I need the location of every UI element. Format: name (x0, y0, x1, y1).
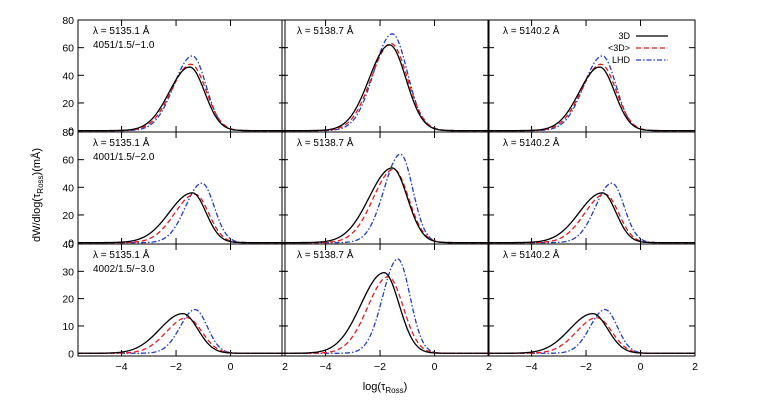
y-tick-label: 40 (62, 70, 74, 82)
panel-wavelength-label: λ = 5135.1 Å (93, 248, 150, 261)
x-tick-labels: −4 −2 0 2 −4 −2 0 2 −4 −2 0 2 (116, 361, 698, 373)
x-tick-label: 0 (638, 361, 644, 373)
curve-3d-avg (488, 193, 695, 244)
curve-3d (78, 66, 285, 132)
y-tick-label: 10 (62, 321, 74, 333)
x-tick-label: −4 (116, 361, 128, 373)
curve-3d (488, 192, 695, 244)
panel-r3-c3: λ = 5140.2 Å (487, 243, 696, 357)
panel-wavelength-label: λ = 5135.1 Å (93, 136, 150, 149)
curve-3d-avg (282, 168, 489, 244)
panel-r3-c1: λ = 5135.1 Å 4002/1.5/−3.0 (77, 243, 286, 357)
curve-lhd (78, 308, 285, 354)
y-tick-label: 0 (68, 238, 74, 250)
panel-r1-c2: λ = 5138.7 Å (281, 19, 490, 133)
panel-wavelength-label: λ = 5140.2 Å (503, 248, 560, 261)
curve-3d-avg (282, 276, 489, 354)
panel-model-label: 4051/1.5/−1.0 (93, 40, 155, 51)
curve-lhd (282, 33, 489, 132)
x-tick-label: −2 (374, 361, 386, 373)
y-tick-label: 60 (62, 43, 74, 55)
legend-label-lhd: LHD (612, 55, 631, 65)
panel-wavelength-label: λ = 5140.2 Å (503, 24, 560, 37)
curve-3d (282, 272, 489, 354)
panel-frame (487, 243, 696, 357)
curve-lhd (488, 308, 695, 354)
panel-wavelength-label: λ = 5140.2 Å (503, 136, 560, 149)
x-axis-title: log(τRoss) (363, 381, 408, 395)
panel-r3-c2: λ = 5138.7 Å (281, 243, 490, 357)
panel-r2-c1: λ = 5135.1 Å 4001/1.5/−2.0 (77, 131, 286, 245)
y-axis-title: dW/dlog(τRoss)(mÅ) (30, 148, 45, 242)
legend-label-3d-avg: <3D> (608, 43, 630, 53)
panel-model-label: 4002/1.5/−3.0 (93, 264, 155, 275)
curve-3d (488, 66, 695, 132)
curve-3d (282, 44, 489, 132)
panel-r1-c1: λ = 5135.1 Å 4051/1.5/−1.0 (77, 19, 286, 133)
y-tick-label: 60 (62, 155, 74, 167)
panel-wavelength-label: λ = 5138.7 Å (297, 24, 354, 37)
y-tick-label: 40 (62, 182, 74, 194)
curve-3d (282, 167, 489, 244)
x-tick-label: −2 (170, 361, 182, 373)
legend: 3D <3D> LHD (608, 31, 668, 65)
x-tick-label: 2 (486, 361, 492, 373)
y-tick-label: 40 (62, 239, 74, 251)
curve-lhd (282, 153, 489, 244)
x-tick-label: −4 (526, 361, 538, 373)
x-tick-label: −4 (320, 361, 332, 373)
panel-frame (281, 243, 490, 357)
y-tick-label: 80 (62, 127, 74, 139)
curve-3d-avg (282, 42, 489, 132)
curve-3d (78, 313, 285, 354)
curve-3d (488, 313, 695, 354)
curve-lhd (488, 182, 695, 244)
legend-label-3d: 3D (618, 31, 630, 41)
panel-wavelength-label: λ = 5138.7 Å (297, 136, 354, 149)
x-tick-label: −2 (580, 361, 592, 373)
curve-lhd (488, 55, 695, 132)
curve-lhd (78, 55, 285, 132)
x-tick-label: 2 (282, 361, 288, 373)
y-tick-label: 0 (68, 126, 74, 138)
y-tick-label: 20 (62, 294, 74, 306)
y-tick-label: 0 (68, 348, 74, 360)
y-tick-label: 20 (62, 210, 74, 222)
y-tick-label: 80 (62, 15, 74, 27)
panel-model-label: 4001/1.5/−2.0 (93, 152, 155, 163)
curve-3d-avg (78, 63, 285, 132)
curve-lhd (78, 182, 285, 244)
curve-3d-avg (488, 63, 695, 132)
x-tick-label: 0 (432, 361, 438, 373)
x-tick-label: 0 (228, 361, 234, 373)
x-tick-label: 2 (692, 361, 698, 373)
panel-r1-c3: λ = 5140.2 Å (487, 19, 696, 133)
curve-3d (78, 192, 285, 244)
panel-r2-c3: λ = 5140.2 Å (487, 131, 696, 245)
curve-3d-avg (78, 193, 285, 244)
panel-wavelength-label: λ = 5138.7 Å (297, 248, 354, 261)
y-tick-label: 20 (62, 98, 74, 110)
panel-wavelength-label: λ = 5135.1 Å (93, 24, 150, 37)
y-tick-label: 30 (62, 266, 74, 278)
panel-r2-c2: λ = 5138.7 Å (281, 131, 490, 245)
panel-frame (77, 243, 286, 357)
panels: λ = 5135.1 Å 4051/1.5/−1.0 λ = 5138.7 Å λ =… (77, 19, 696, 357)
